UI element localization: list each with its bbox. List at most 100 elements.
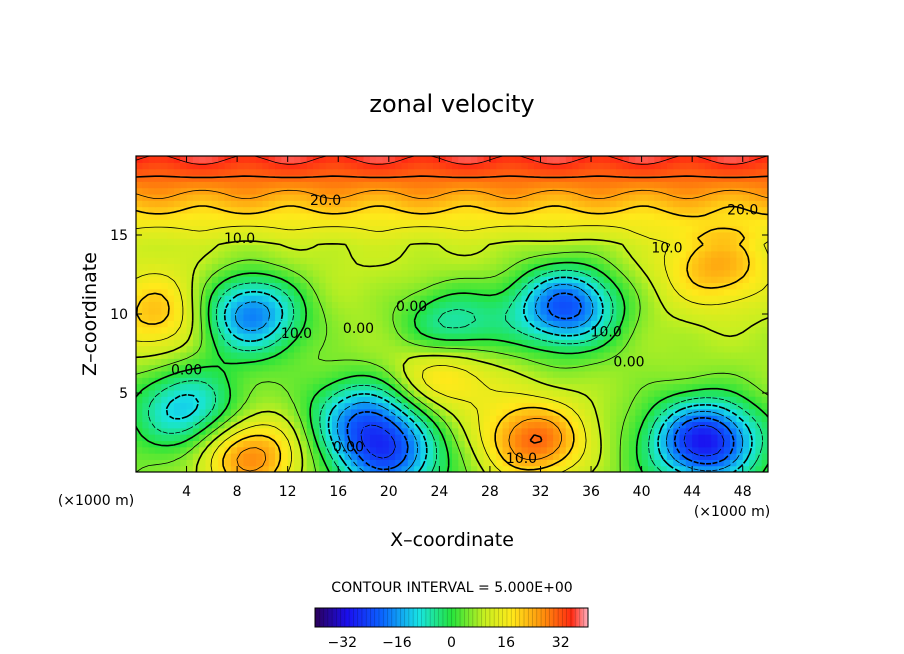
field-cell [483, 269, 491, 277]
field-cell [376, 288, 384, 296]
field-cell [515, 257, 523, 265]
field-cell [483, 219, 491, 227]
field-cell [730, 364, 737, 372]
field-cell [521, 263, 529, 271]
field-cell [534, 370, 542, 378]
field-cell [502, 339, 510, 347]
field-cell [312, 212, 320, 220]
field-cell [470, 257, 478, 265]
field-cell [673, 377, 681, 385]
field-cell [161, 377, 169, 385]
field-cell [704, 244, 712, 252]
field-cell [698, 295, 706, 302]
field-cell [180, 408, 188, 416]
field-cell [426, 250, 434, 258]
field-cell [281, 402, 289, 410]
field-cell [331, 465, 339, 472]
field-cell [723, 193, 731, 201]
field-cell [755, 446, 763, 454]
field-cell [414, 193, 421, 201]
field-cell [237, 351, 245, 359]
field-cell [572, 295, 579, 302]
field-cell [749, 389, 756, 397]
field-cell [616, 427, 624, 435]
field-cell [350, 162, 358, 170]
field-cell [376, 212, 384, 220]
field-cell [647, 339, 655, 347]
field-cell [414, 162, 421, 170]
field-cell [502, 174, 510, 182]
field-cell [483, 332, 491, 340]
field-cell [230, 434, 238, 441]
field-cell [445, 453, 453, 460]
field-cell [344, 250, 352, 258]
field-cell [306, 231, 314, 239]
field-cell [218, 282, 226, 290]
field-cell [300, 358, 308, 366]
field-cell [312, 263, 320, 271]
field-cell [622, 453, 630, 460]
field-cell [382, 339, 390, 347]
field-cell [218, 231, 226, 239]
field-cell [224, 288, 232, 296]
field-cell [730, 427, 737, 435]
field-cell [502, 434, 510, 441]
field-cell [622, 434, 630, 441]
field-cell [540, 415, 548, 423]
field-cell [161, 339, 169, 347]
field-cell [660, 345, 668, 353]
field-cell [761, 301, 768, 309]
field-cell [521, 332, 529, 340]
field-cell [534, 162, 542, 170]
field-cell [489, 314, 497, 321]
field-cell [300, 453, 308, 460]
field-cell [755, 332, 763, 340]
field-cell [357, 282, 365, 290]
field-cell [331, 345, 339, 353]
field-cell [685, 320, 693, 328]
field-cell [584, 244, 592, 252]
field-cell [294, 238, 301, 246]
field-cell [565, 244, 573, 252]
field-cell [338, 200, 346, 208]
field-cell [325, 440, 333, 448]
field-cell [489, 402, 497, 410]
field-cell [477, 206, 485, 214]
field-cell [591, 174, 598, 182]
field-cell [704, 225, 712, 233]
field-cell [755, 206, 763, 214]
field-cell [148, 383, 156, 391]
field-cell [508, 358, 516, 366]
field-cell [388, 446, 396, 454]
field-cell [584, 162, 592, 170]
field-cell [635, 263, 643, 271]
field-cell [186, 206, 194, 214]
field-cell [654, 345, 662, 353]
field-cell [439, 377, 447, 385]
field-cell [262, 396, 270, 404]
field-cell [553, 326, 561, 334]
field-cell [275, 396, 282, 404]
field-cell [445, 434, 453, 441]
field-cell [641, 156, 649, 163]
field-cell [572, 282, 579, 290]
field-cell [723, 314, 731, 321]
field-cell [761, 434, 768, 441]
field-cell [584, 459, 592, 467]
field-cell [401, 339, 409, 347]
field-cell [755, 307, 763, 315]
field-cell [325, 168, 333, 176]
field-cell [154, 427, 162, 435]
field-cell [243, 370, 251, 378]
field-cell [338, 301, 346, 309]
field-cell [527, 383, 535, 391]
field-cell [237, 156, 245, 163]
field-cell [616, 295, 624, 302]
field-cell [508, 288, 516, 296]
field-cell [148, 421, 156, 429]
field-cell [464, 402, 472, 410]
field-cell [698, 174, 706, 182]
field-cell [496, 332, 504, 340]
field-cell [578, 440, 586, 448]
field-cell [730, 206, 737, 214]
